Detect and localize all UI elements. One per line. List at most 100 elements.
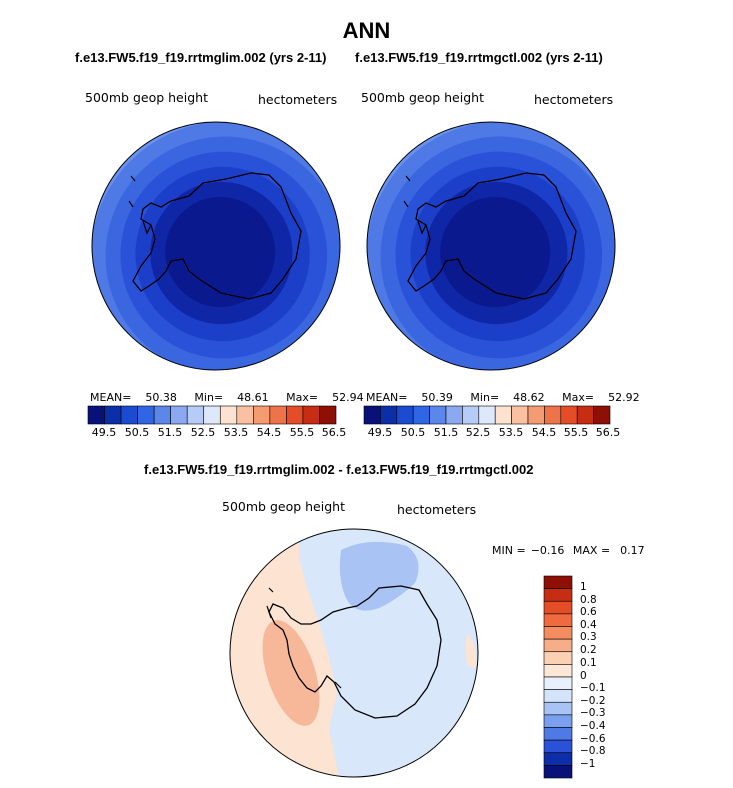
panel-2-colorbar-ticks: 49.5 50.5 51.5 52.5 53.5 54.5 55.5 56.5 xyxy=(364,426,621,440)
difference-min-label: MIN = xyxy=(492,544,526,557)
colorbar-tick: 0.3 xyxy=(580,631,597,643)
colorbar-swatch xyxy=(462,405,480,425)
colorbar-swatch xyxy=(543,651,573,665)
colorbar-tick: 53.5 xyxy=(498,426,524,439)
colorbar-swatch xyxy=(363,405,381,425)
colorbar-tick: 56.5 xyxy=(595,426,621,439)
panel-1-mean-value: 50.38 xyxy=(145,391,177,404)
antarctica-coastline xyxy=(268,585,442,719)
contour-band xyxy=(440,197,551,307)
panel-2-case-title: f.e13.FW5.f19_f19.rrtmgctl.002 (yrs 2-11… xyxy=(355,50,603,65)
panel-1-map xyxy=(91,121,341,371)
colorbar-swatch xyxy=(543,626,573,640)
panel-1-colorbar-ticks: 49.5 50.5 51.5 52.5 53.5 54.5 55.5 56.5 xyxy=(88,426,347,440)
colorbar-swatch xyxy=(478,405,496,425)
colorbar-swatch xyxy=(302,405,320,425)
colorbar-swatch xyxy=(543,752,573,766)
colorbar-tick: 0.8 xyxy=(580,594,597,606)
colorbar-tick: −0.3 xyxy=(580,707,606,719)
difference-minmax: MIN = −0.16 MAX = 0.17 xyxy=(492,544,659,557)
colorbar-swatch xyxy=(429,405,447,425)
panel-2-colorbar xyxy=(363,405,611,425)
colorbar-swatch xyxy=(445,405,463,425)
colorbar-tick: −0.1 xyxy=(580,682,606,694)
antarctica-coastline xyxy=(407,172,577,300)
colorbar-swatch xyxy=(104,405,122,425)
colorbar-swatch xyxy=(543,600,573,615)
colorbar-tick: 54.5 xyxy=(531,426,557,439)
panel-1-max-label: Max= xyxy=(286,391,319,404)
colorbar-swatch xyxy=(576,405,594,425)
panel-2-variable-label: 500mb geop height xyxy=(361,90,484,105)
panel-2-stats: MEAN= 50.39 Min= 48.62 Max= 52.92 xyxy=(366,391,654,404)
colorbar-tick: −0.8 xyxy=(580,745,606,757)
difference-colorbar-ticks: 1 0.8 0.6 0.4 0.3 0.2 0.1 0 −0.1 −0.2 −0… xyxy=(580,576,620,786)
colorbar-tick: 0.6 xyxy=(580,606,597,618)
panel-2-map xyxy=(366,121,616,371)
colorbar-swatch xyxy=(412,405,430,425)
difference-min-value: −0.16 xyxy=(530,544,565,557)
panel-2-min-label: Min= xyxy=(470,391,500,404)
colorbar-tick: 50.5 xyxy=(400,426,426,439)
panel-1-variable-label: 500mb geop height xyxy=(85,90,208,105)
colorbar-tick: 55.5 xyxy=(289,426,315,439)
colorbar-swatch xyxy=(543,727,573,741)
colorbar-swatch xyxy=(253,405,271,425)
difference-max-label: MAX = xyxy=(572,544,611,557)
page-title: ANN xyxy=(342,18,391,43)
colorbar-swatch xyxy=(511,405,529,425)
difference-variable-label: 500mb geop height xyxy=(222,499,345,514)
colorbar-swatch xyxy=(543,765,573,779)
colorbar-tick: −0.6 xyxy=(580,733,606,745)
colorbar-swatch xyxy=(560,405,578,425)
colorbar-tick: 51.5 xyxy=(433,426,459,439)
difference-title: f.e13.FW5.f19_f19.rrtmglim.002 - f.e13.F… xyxy=(144,462,534,477)
colorbar-swatch xyxy=(319,405,337,425)
panel-1-max-value: 52.94 xyxy=(332,391,364,404)
colorbar-swatch xyxy=(543,701,573,716)
colorbar-swatch xyxy=(137,405,155,425)
colorbar-swatch xyxy=(543,739,573,754)
difference-units-label: hectometers xyxy=(397,502,477,517)
panel-1-case-title: f.e13.FW5.f19_f19.rrtmglim.002 (yrs 2-11… xyxy=(75,50,327,65)
colorbar-tick: 49.5 xyxy=(367,426,393,439)
colorbar-swatch xyxy=(396,405,414,425)
panel-2-units-label: hectometers xyxy=(534,92,614,107)
colorbar-swatch xyxy=(543,676,573,690)
panel-2-mean-label: MEAN= xyxy=(366,391,408,404)
panel-1-stats: MEAN= 50.38 Min= 48.61 Max= 52.94 xyxy=(90,391,378,404)
colorbar-swatch xyxy=(543,575,573,589)
colorbar-tick: −1 xyxy=(580,758,596,770)
colorbar-tick: 51.5 xyxy=(157,426,183,439)
colorbar-swatch xyxy=(120,405,138,425)
colorbar-tick: 54.5 xyxy=(256,426,282,439)
colorbar-swatch xyxy=(236,405,254,425)
colorbar-swatch xyxy=(494,405,512,425)
colorbar-tick: 53.5 xyxy=(223,426,249,439)
panel-1-units-label: hectometers xyxy=(258,92,338,107)
difference-map xyxy=(229,528,479,778)
colorbar-tick: 1 xyxy=(580,581,587,593)
antarctica-coastline xyxy=(132,172,302,300)
panel-1-colorbar xyxy=(87,405,337,425)
colorbar-swatch xyxy=(593,405,611,425)
colorbar-tick: 0 xyxy=(580,670,587,682)
colorbar-swatch xyxy=(186,405,205,425)
colorbar-tick: 55.5 xyxy=(563,426,589,439)
colorbar-tick: 52.5 xyxy=(190,426,216,439)
colorbar-tick: −0.2 xyxy=(580,695,606,707)
panel-2-mean-value: 50.39 xyxy=(421,391,453,404)
colorbar-tick: 0.1 xyxy=(580,657,597,669)
colorbar-swatch xyxy=(543,664,573,678)
colorbar-swatch xyxy=(543,689,573,703)
panel-2-max-label: Max= xyxy=(562,391,595,404)
panel-2-max-value: 52.92 xyxy=(608,391,640,404)
colorbar-swatch xyxy=(219,405,238,425)
panel-1-min-label: Min= xyxy=(194,391,224,404)
contour-band xyxy=(165,197,276,307)
colorbar-tick: 56.5 xyxy=(321,426,347,439)
colorbar-swatch xyxy=(153,405,171,425)
panel-1-min-value: 48.61 xyxy=(237,391,269,404)
difference-max-value: 0.17 xyxy=(620,544,645,557)
difference-colorbar xyxy=(543,575,573,779)
